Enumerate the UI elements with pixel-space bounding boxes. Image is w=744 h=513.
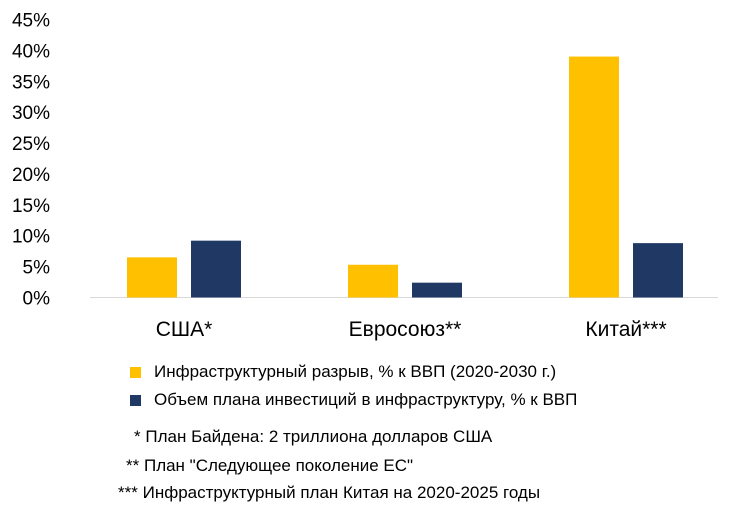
footnote-text-3: Инфраструктурный план Китая на 2020-2025…: [142, 483, 541, 502]
y-tick-label: 0%: [23, 289, 51, 310]
y-tick-label: 5%: [23, 258, 51, 279]
y-tick-label: 45%: [12, 11, 50, 32]
x-category-label: Китай***: [585, 318, 666, 341]
y-tick-label: 40%: [12, 41, 50, 62]
legend-item-investment: Объем плана инвестиций в инфраструктуру,…: [130, 386, 577, 414]
y-tick-label: 35%: [12, 72, 50, 93]
bar-series2-cat2: [412, 282, 462, 298]
y-tick-label: 15%: [12, 196, 50, 217]
y-tick-label: 10%: [12, 227, 50, 248]
footnote-marker-1: *: [134, 427, 141, 446]
bar-series2-cat3: [633, 243, 683, 298]
footnote-marker-3: ***: [118, 483, 138, 502]
bar-series2-cat1: [191, 240, 241, 298]
footnote-text-1: План Байдена: 2 триллиона долларов США: [145, 427, 493, 446]
x-axis-categories: США* Евросоюз** Китай***: [156, 318, 667, 341]
legend: Инфраструктурный разрыв, % к ВВП (2020-2…: [130, 358, 577, 414]
footnote-2: ** План "Следующее поколение ЕС": [126, 456, 413, 476]
footnote-text-2: План "Следующее поколение ЕС": [143, 456, 414, 475]
footnote-1: * План Байдена: 2 триллиона долларов США: [134, 427, 492, 447]
bar-series1-cat3: [569, 56, 619, 298]
y-tick-label: 30%: [12, 103, 50, 124]
legend-label-investment: Объем плана инвестиций в инфраструктуру,…: [154, 390, 578, 409]
bar-series1-cat2: [348, 264, 398, 298]
x-category-label: Евросоюз**: [349, 318, 462, 341]
footnote-marker-2: **: [126, 456, 140, 475]
bar-chart: 0% 5% 10% 15% 20% 25% 30% 35% 40% 45% США* Евросою…: [12, 11, 718, 341]
y-tick-label: 25%: [12, 134, 50, 155]
legend-item-gap: Инфраструктурный разрыв, % к ВВП (2020-2…: [130, 358, 577, 386]
legend-swatch-investment: [130, 394, 141, 406]
y-tick-label: 20%: [12, 165, 50, 186]
bars: [127, 56, 683, 298]
x-category-label: США*: [156, 318, 213, 341]
footnote-3: *** Инфраструктурный план Китая на 2020-…: [118, 483, 540, 503]
y-axis-ticks: 0% 5% 10% 15% 20% 25% 30% 35% 40% 45%: [12, 11, 50, 310]
legend-label-gap: Инфраструктурный разрыв, % к ВВП (2020-2…: [154, 362, 557, 381]
bar-series1-cat1: [127, 257, 177, 298]
legend-swatch-gap: [130, 366, 141, 378]
